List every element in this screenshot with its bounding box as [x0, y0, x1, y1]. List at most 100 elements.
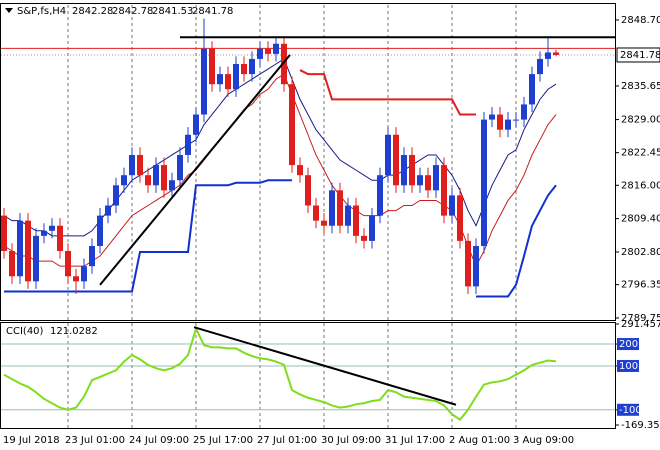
cci-tick-box [617, 338, 639, 351]
candle-body [145, 175, 151, 186]
candle-body [65, 251, 71, 277]
x-tick-label: 27 Jul 01:00 [257, 435, 317, 446]
candle-body [329, 190, 335, 226]
x-tick-label: 2 Aug 01:00 [449, 435, 510, 446]
candle-body [41, 230, 47, 236]
candle-body [1, 215, 7, 252]
y-tick-label: 2822.45 [621, 148, 660, 159]
candle-body [521, 104, 527, 120]
x-tick-label: 24 Jul 09:00 [129, 435, 189, 446]
header-value: 2842.28 [72, 6, 113, 17]
candle-body [57, 225, 63, 252]
y-tick-label: 2809.40 [621, 214, 660, 225]
candle-body [97, 215, 103, 246]
candle-body [393, 134, 399, 186]
candle-body [209, 48, 215, 85]
menu-arrow[interactable] [5, 8, 13, 13]
indicator-line [299, 69, 476, 116]
candle-body [33, 235, 39, 282]
x-tick-label: 3 Aug 09:00 [513, 435, 574, 446]
candle-body [289, 84, 295, 166]
cci-value: 121.0282 [50, 326, 98, 337]
candle-body [17, 220, 23, 277]
chart-title: S&P,fs,H4 [17, 6, 66, 17]
header-value: 2841.78 [192, 6, 233, 17]
candle-body [185, 134, 191, 155]
y-tick-label: 2802.80 [621, 247, 660, 258]
candle-body [425, 175, 431, 191]
candle-body [553, 52, 559, 55]
indicator-line [476, 184, 557, 298]
candle-body [89, 245, 95, 267]
cci-tick-label: 291.457 [621, 319, 660, 330]
candle-body [153, 165, 159, 186]
cci-tick-label: -169.3548 [621, 420, 660, 431]
candle-body [265, 48, 271, 54]
candle-body [49, 225, 55, 231]
x-tick-label: 19 Jul 2018 [3, 435, 60, 446]
candle-body [337, 190, 343, 226]
candle-body [105, 205, 111, 216]
candle-body [361, 235, 367, 241]
candle-body [233, 63, 239, 90]
candle-body [177, 154, 183, 181]
candle-body [545, 52, 551, 59]
header-value: 2842.78 [112, 6, 153, 17]
candle-body [473, 245, 479, 287]
candle-body [297, 165, 303, 176]
header-value: 2841.53 [152, 6, 193, 17]
candle-body [345, 205, 351, 226]
cci-tick-label: 100 [619, 361, 638, 372]
candle-body [497, 114, 503, 130]
candle-body [281, 43, 287, 85]
candle-body [249, 58, 255, 75]
candle-body [313, 205, 319, 221]
candle-body [9, 251, 15, 277]
x-tick-label: 30 Jul 09:00 [321, 435, 381, 446]
candle-body [121, 175, 127, 186]
candle-body [457, 195, 463, 241]
last-price-label: 2841.78 [620, 50, 660, 61]
candle-body [537, 58, 543, 75]
cci-tick-label: -100 [619, 405, 642, 416]
cci-line [3, 325, 557, 422]
candle-body [273, 43, 279, 54]
candle-body [481, 119, 487, 246]
candle-body [225, 74, 231, 90]
main-panel-frame [0, 3, 616, 321]
candle-body [25, 220, 31, 282]
candle-body [169, 180, 175, 191]
indicator-line [3, 58, 557, 237]
y-tick-label: 2848.70 [621, 15, 660, 26]
candle-body [305, 175, 311, 206]
candle-body [217, 74, 223, 85]
last-price-box [616, 47, 660, 63]
x-tick-label: 31 Jul 17:00 [385, 435, 445, 446]
candle-body [489, 114, 495, 120]
y-tick-label: 2816.00 [621, 180, 660, 191]
candle-body [385, 134, 391, 176]
candle-body [369, 215, 375, 241]
candle-body [513, 119, 519, 121]
candle-body [321, 220, 327, 226]
candle-body [201, 48, 207, 115]
candle-body [353, 205, 359, 236]
candle-body [129, 154, 135, 176]
candle-body [193, 114, 199, 135]
cci-panel-frame [0, 322, 616, 429]
candle-body [449, 195, 455, 216]
cci-trend-line [193, 326, 457, 406]
candle-body [161, 165, 167, 191]
candle-body [505, 119, 511, 130]
candle-body [377, 175, 383, 216]
indicator-line [4, 179, 292, 293]
candle-body [401, 154, 407, 186]
trend-line [99, 54, 291, 286]
candle-body [113, 185, 119, 206]
candle-body [257, 48, 263, 59]
candle-body [81, 266, 87, 282]
y-tick-label: 2835.65 [621, 81, 660, 92]
y-tick-label: 2796.35 [621, 280, 660, 291]
candle-body [409, 154, 415, 186]
